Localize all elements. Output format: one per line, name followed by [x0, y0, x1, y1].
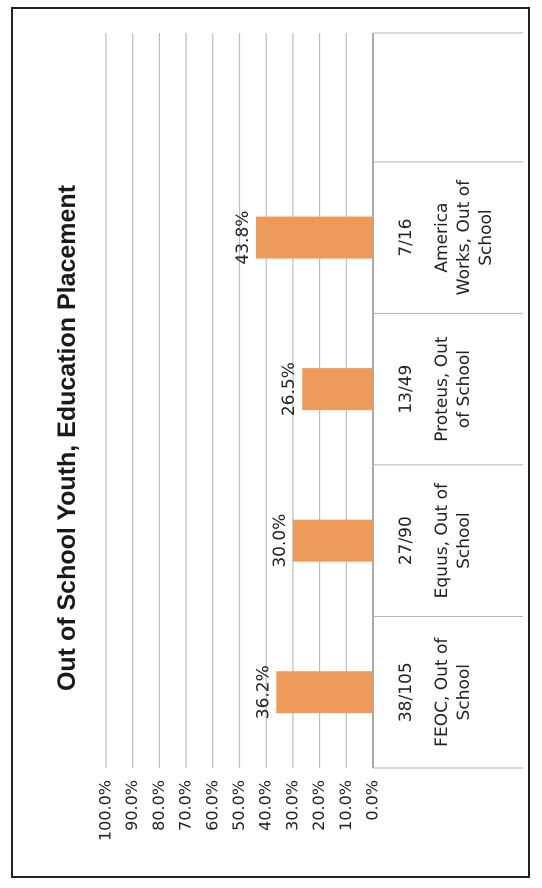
- category-name-label: School: [454, 512, 474, 568]
- category-ratio-label: 38/105: [396, 662, 416, 722]
- data-label: 43.8%: [233, 211, 253, 265]
- category-name-label: Works, Out of: [454, 179, 474, 295]
- y-tick-label: 60.0%: [202, 780, 221, 831]
- category-name-label: FEOC, Out of: [432, 637, 452, 747]
- chart-frame: [11, 7, 530, 878]
- y-tick-label: 20.0%: [309, 780, 328, 831]
- bar: [292, 519, 373, 562]
- bar: [256, 216, 373, 259]
- data-label: 36.2%: [253, 665, 273, 719]
- y-tick-label: 100.0%: [96, 780, 115, 841]
- category-ratio-label: 27/90: [396, 516, 416, 565]
- category-name-label: Proteus, Out: [432, 336, 452, 442]
- y-tick-label: 70.0%: [176, 780, 195, 831]
- y-tick-label: 40.0%: [256, 780, 275, 831]
- y-axis-ticks: 0.0% 10.0% 20.0% 30.0% 40.0% 50.0% 60.0% 70.0% 8…: [96, 780, 382, 841]
- category-name-label: America: [432, 203, 452, 273]
- category-ratio-label: 7/16: [396, 218, 416, 256]
- chart-title: Out of School Youth, Education Placement: [53, 184, 81, 691]
- bars: [256, 216, 373, 714]
- category-name-label: School: [476, 209, 496, 265]
- category-ratio-label: 13/49: [396, 365, 416, 414]
- y-tick-label: 90.0%: [122, 780, 141, 831]
- category-name-label: Equus, Out of: [432, 482, 452, 598]
- y-tick-label: 10.0%: [336, 780, 355, 831]
- data-label: 30.0%: [270, 514, 290, 568]
- y-tick-label: 80.0%: [149, 780, 168, 831]
- bar: [302, 368, 373, 411]
- bar: [276, 671, 373, 714]
- data-label: 26.5%: [279, 362, 299, 416]
- y-tick-label: 50.0%: [229, 780, 248, 831]
- y-tick-label: 0.0%: [363, 780, 382, 821]
- y-tick-label: 30.0%: [282, 780, 301, 831]
- category-name-label: School: [454, 664, 474, 720]
- category-name-label: of School: [454, 350, 474, 428]
- data-labels: 36.2% 30.0% 26.5% 43.8%: [233, 211, 299, 720]
